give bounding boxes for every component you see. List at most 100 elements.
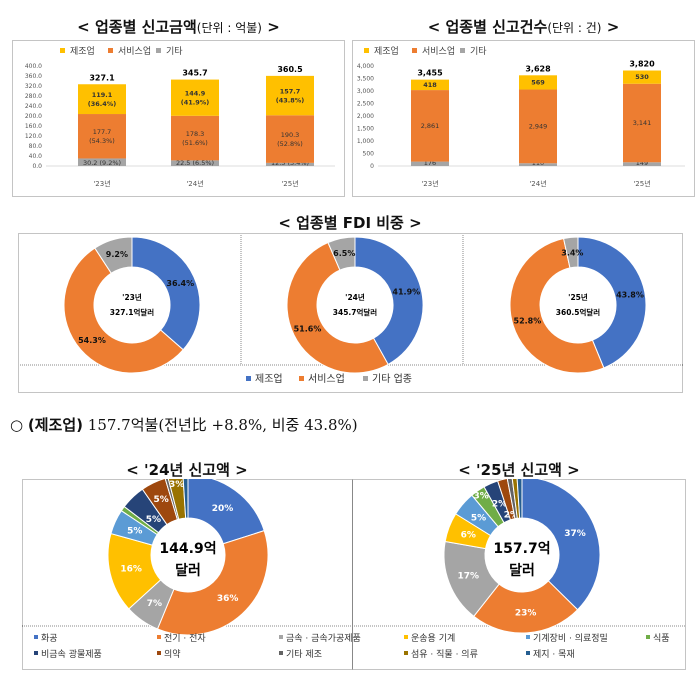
y-tick-label: 280.0: [25, 93, 42, 100]
legend-swatch: [279, 635, 283, 639]
y-tick-label: 80.0: [29, 143, 43, 150]
legend-swatch: [157, 635, 161, 639]
legend-swatch: [404, 635, 408, 639]
legend-label: 금속 · 금속가공제품: [286, 633, 361, 644]
legend-swatch: [299, 376, 304, 381]
bar-segment: [171, 160, 219, 166]
donut-center-label: 달러: [509, 563, 535, 579]
legend-label: 제조업: [255, 372, 283, 385]
y-tick-label: 0: [370, 163, 374, 170]
slice-label: 3.4%: [561, 248, 583, 257]
y-tick-label: 4,000: [357, 63, 374, 70]
donut-center-label: 달러: [175, 563, 201, 579]
slice-label: 43.8%: [616, 291, 644, 300]
y-tick-label: 360.0: [25, 73, 42, 80]
chart-frame: [18, 233, 683, 393]
donut-slice: [521, 479, 601, 611]
data-label: 157.7: [280, 88, 301, 96]
y-tick-label: 400.0: [25, 63, 42, 70]
y-tick-label: 320.0: [25, 83, 42, 90]
data-label: 178.3: [186, 130, 205, 138]
legend-swatch: [363, 376, 368, 381]
data-label: 144.9: [185, 90, 206, 98]
data-label: 176: [424, 159, 436, 167]
donut-slice: [473, 580, 579, 634]
slice-label: 2%: [492, 500, 507, 510]
data-label: (41.9%): [181, 99, 210, 107]
legend-swatch: [404, 651, 408, 655]
legend-label: 기계장비 · 의료정밀: [533, 632, 608, 644]
slice-label: 17%: [458, 572, 480, 582]
slice-label: 5%: [146, 515, 161, 525]
donut-center-label: 327.1억달러: [110, 307, 155, 317]
amount-chart-title: < 업종별 신고금액(단위 : 억불) >: [12, 16, 345, 37]
bar-segment: [623, 83, 661, 163]
bar-segment: [266, 162, 314, 166]
bar-segment: [623, 162, 661, 166]
legend-label: 비금속 광물제품: [41, 648, 102, 660]
slice-label: 16%: [120, 565, 142, 575]
y-tick-label: 500: [363, 151, 375, 158]
bar-segment: [266, 75, 314, 116]
legend-label: 기타 제조: [286, 649, 322, 660]
donut-25-title: < '25년 신고액 >: [458, 461, 580, 479]
data-label: 2,861: [421, 122, 440, 130]
donut-slice: [286, 241, 389, 374]
donut-slice: [63, 247, 184, 374]
summary-label: (제조업): [27, 416, 83, 434]
bar-segment: [623, 70, 661, 84]
bar-segment: [171, 79, 219, 116]
data-label: 22.5 (6.5%): [176, 159, 214, 167]
donut-slice: [509, 237, 605, 374]
manufacturing-summary: ○ (제조업) 157.7억불(전년比 +8.8%, 비중 43.8%): [10, 414, 358, 435]
donut-center-label: '24년: [345, 292, 365, 302]
donut-center-label: '25년: [568, 292, 588, 302]
donut-center-label: '23년: [122, 292, 142, 302]
legend-label: 의약: [164, 648, 181, 660]
slice-label: 36%: [217, 594, 239, 604]
bar-segment: [78, 114, 126, 159]
bar-segment: [519, 75, 557, 90]
total-label: 327.1: [89, 73, 115, 82]
slice-label: 9.2%: [106, 250, 128, 259]
legend-label: 기타: [166, 46, 183, 57]
bar-segment: [411, 90, 449, 162]
legend-swatch: [460, 48, 465, 53]
y-tick-label: 1,500: [357, 126, 374, 133]
legend-label: 제지 · 목재: [533, 649, 575, 660]
bar-segment: [411, 161, 449, 166]
legend-label: 기타: [470, 46, 487, 57]
amount-bar-chart: 제조업 서비스업 기타 0.0 40.0 80.0 120.0 160.0 200.0 240.0…: [12, 40, 345, 197]
total-label: 360.5: [277, 65, 303, 74]
legend-swatch: [526, 635, 530, 639]
data-label: (54.3%): [89, 137, 115, 145]
slice-label: 2%: [504, 510, 519, 520]
bar-segment: [171, 115, 219, 161]
legend-swatch: [279, 651, 283, 655]
y-tick-label: 240.0: [25, 103, 42, 110]
legend-swatch: [108, 48, 113, 53]
y-tick-label: 3,500: [357, 76, 374, 83]
count-chart-title-end: >: [606, 18, 620, 36]
slice-label: 51.6%: [294, 324, 322, 333]
total-label: 3,628: [525, 64, 551, 73]
x-tick-label: '25년: [633, 179, 650, 188]
legend-label: 운송용 기계: [411, 632, 455, 644]
total-label: 345.7: [182, 69, 207, 78]
data-label: 149: [636, 159, 648, 167]
legend-swatch: [246, 376, 251, 381]
bar-segment: [78, 158, 126, 166]
legend-label: 식품: [653, 633, 670, 644]
legend-label: 서비스업: [118, 46, 151, 57]
legend-swatch: [34, 651, 38, 655]
donut-slice: [577, 236, 647, 369]
total-label: 3,820: [629, 60, 655, 69]
y-tick-label: 160.0: [25, 123, 42, 130]
data-label: 119.1: [92, 91, 113, 99]
bar-segment: [519, 89, 557, 164]
count-bar-chart: 제조업 서비스업 기타 0 500 1,000 1,500 2,000 2,500 3,000 3,…: [352, 40, 695, 197]
slice-label: 6%: [461, 530, 476, 540]
y-tick-label: 200.0: [25, 113, 42, 120]
slice-label: 41.9%: [392, 288, 420, 297]
slice-label: 20%: [212, 504, 234, 514]
